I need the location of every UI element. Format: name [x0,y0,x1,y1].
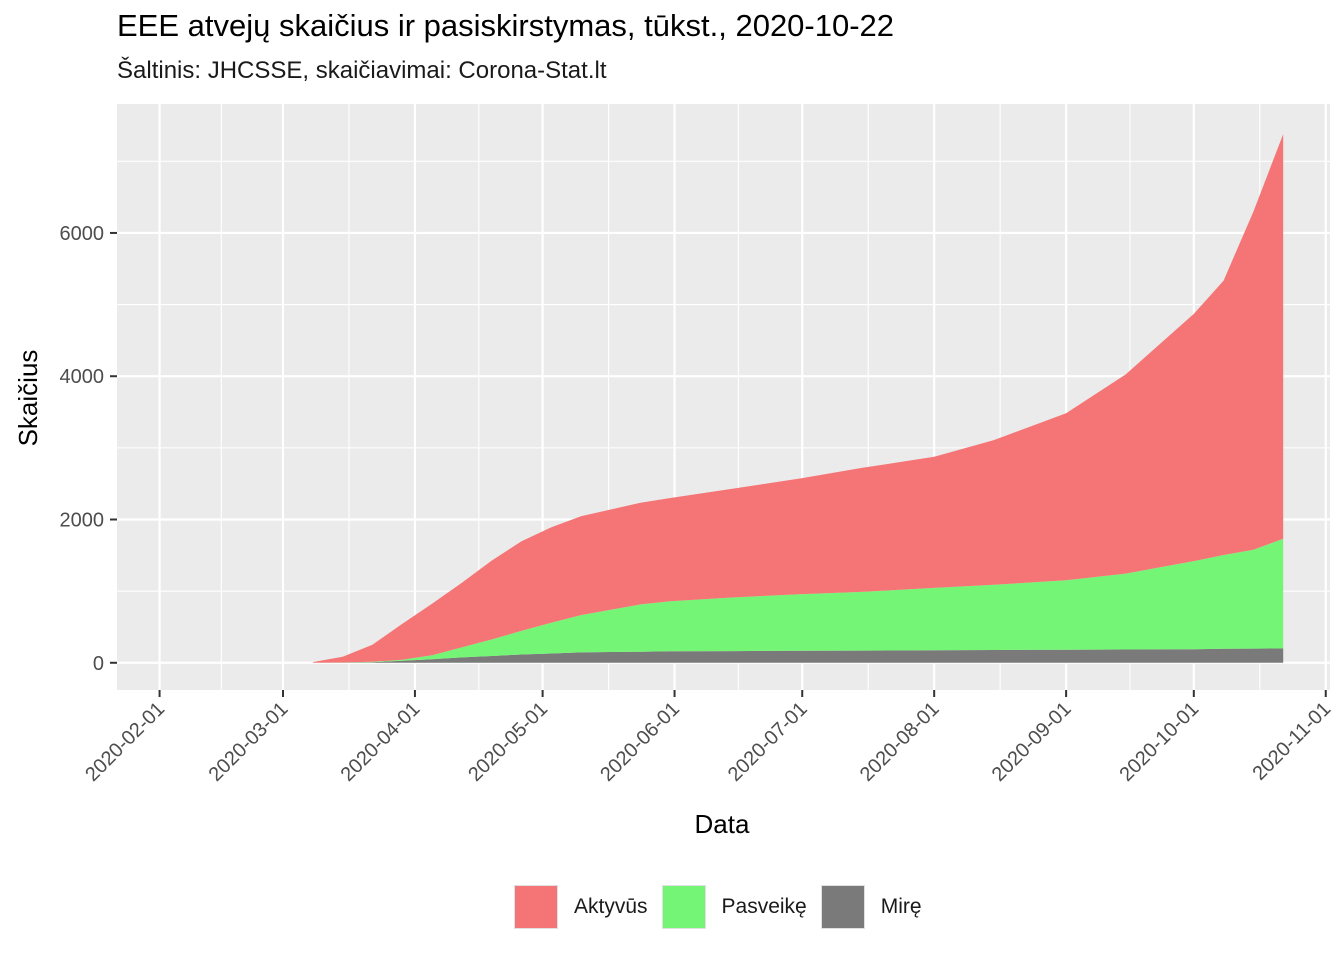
chart-title: EEE atvejų skaičius ir pasiskirstymas, t… [117,8,895,43]
y-tick-label: 2000 [60,510,105,532]
x-tick-label: 2020-04-01 [337,698,425,786]
area-pasveike [312,538,1284,663]
legend-label: Pasveikę [721,895,807,918]
x-tick-label: 2020-05-01 [464,698,552,786]
y-tick-label: 4000 [60,366,105,388]
legend-item: Mirę [820,885,922,929]
x-tick-label: 2020-03-01 [205,698,293,786]
x-tick-label: 2020-07-01 [724,698,812,786]
y-tick-label: 6000 [60,223,105,245]
chart-subtitle: Šaltinis: JHCSSE, skaičiavimai: Corona-S… [117,57,607,84]
legend-item: Aktyvūs [514,885,648,929]
x-tick-label: 2020-06-01 [596,698,684,786]
y-axis: 0 2000 4000 6000 [60,223,117,675]
area-mire [312,648,1284,663]
x-tick-label: 2020-08-01 [856,698,944,786]
legend-item: Pasveikę [661,885,807,929]
legend-key [514,885,558,929]
x-axis: 2020-02-01 2020-03-01 2020-04-01 2020-05-01… [81,690,1335,786]
y-tick-label: 0 [93,653,104,675]
x-axis-label: Data [695,809,750,839]
x-tick-label: 2020-11-01 [1248,698,1335,785]
y-axis-label: Skaičius [13,350,43,447]
legend-key [820,885,865,929]
legend-label: Aktyvūs [574,895,648,918]
area-layers [312,134,1284,663]
x-tick-label: 2020-09-01 [988,698,1076,786]
x-tick-label: 2020-02-01 [81,698,169,786]
legend-key [661,885,706,929]
area-aktyvus [312,134,1284,663]
legend: Aktyvūs Pasveikę Mirę [514,884,936,930]
x-tick-label: 2020-10-01 [1115,698,1203,786]
legend-label: Mirę [880,895,922,918]
